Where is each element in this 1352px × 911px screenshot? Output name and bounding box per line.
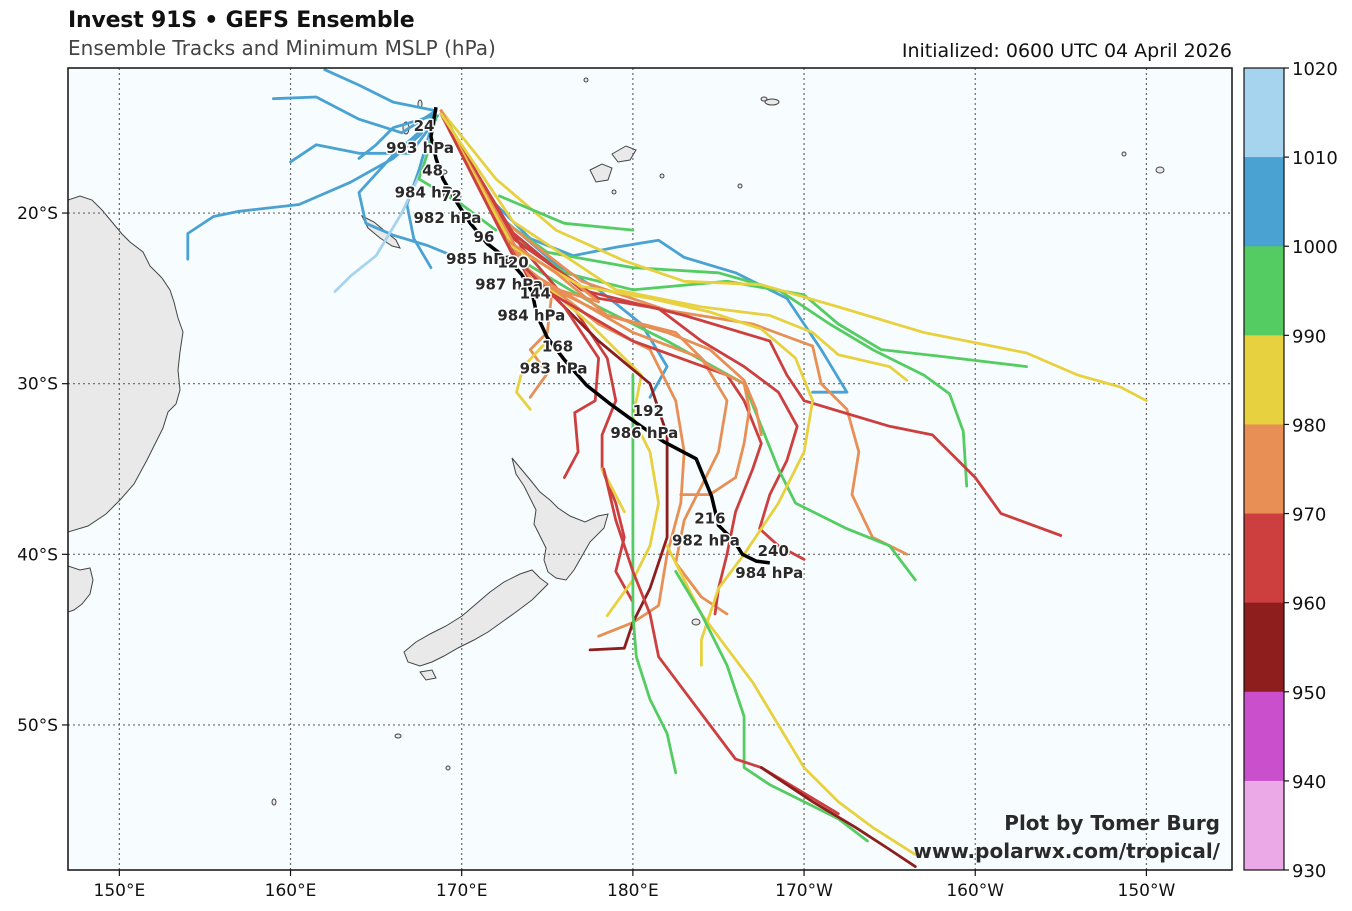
ensemble-member-track [271, 95, 438, 135]
colorbar-tick-label: 930 [1292, 861, 1326, 882]
ensemble-member-track [186, 109, 438, 261]
pressure-label: 982 hPa [413, 209, 481, 227]
ensemble-member-track [439, 109, 849, 394]
colorbar-tick-label: 970 [1292, 505, 1326, 526]
lat-tick-label: 40°S [17, 545, 58, 565]
forecast-hour-label: 192 [633, 402, 664, 420]
stewart-island-landmass [419, 669, 437, 681]
ensemble-member-track [439, 112, 909, 382]
credit-url: www.polarwx.com/tropical/ [913, 839, 1220, 863]
ensemble-member-track [439, 112, 669, 652]
forecast-hour-label: 168 [542, 337, 573, 355]
pressure-label: 987 hPa [475, 276, 543, 294]
initialized-time: Initialized: 0600 UTC 04 April 2026 [901, 40, 1232, 62]
latitude-axis: 20°S 30°S 40°S 50°S [17, 204, 68, 736]
ensemble-member-track [497, 194, 635, 232]
ensemble-member-track [357, 114, 435, 160]
ensemble-member-track [439, 112, 763, 616]
ensemble-member-track [631, 373, 678, 775]
colorbar-segment [1244, 68, 1284, 158]
ensemble-member-track [439, 112, 917, 582]
colorbar-tick-label: 1000 [1292, 237, 1338, 258]
colorbar-segment [1244, 246, 1284, 336]
ensemble-member-track [439, 109, 1148, 403]
colorbar-segment [1244, 513, 1284, 604]
ensemble-member-track [665, 544, 917, 856]
ensemble-member-track [357, 114, 459, 259]
pressure-colorbar: 1020 1010 1000 990 980 970 960 950 940 930 [1243, 59, 1338, 882]
mean-track-line [429, 106, 771, 565]
lon-tick-label: 170°E [436, 881, 488, 901]
lat-tick-label: 30°S [17, 375, 58, 395]
tasmania-landmass [68, 565, 94, 613]
colorbar-tick-label: 950 [1292, 683, 1326, 704]
map-frame [67, 67, 1233, 871]
ensemble-mean-track [429, 106, 771, 565]
colorbar-segment [1244, 335, 1284, 425]
forecast-hour-label: 120 [497, 254, 528, 272]
forecast-hour-label: 72 [441, 187, 462, 205]
colorbar-segment [1244, 602, 1284, 693]
colorbar-segment [1244, 780, 1284, 871]
ensemble-member-track [439, 112, 660, 618]
ensemble-member-track [323, 68, 438, 113]
colorbar-segment [1244, 157, 1284, 247]
lat-tick-label: 50°S [17, 716, 58, 736]
lon-tick-label: 180°E [607, 881, 659, 901]
forecast-hour-label: 240 [758, 542, 789, 560]
longitude-axis: 150°E 160°E 170°E 180°E 170°W 160°W 150°W [94, 870, 1176, 901]
pressure-label: 986 hPa [610, 424, 678, 442]
ensemble-member-track [439, 112, 814, 667]
colorbar-tick-label: 990 [1292, 326, 1326, 347]
lon-tick-label: 150°W [1118, 881, 1176, 901]
lon-tick-label: 170°W [775, 881, 833, 901]
new-caledonia-landmass [360, 214, 401, 249]
map-background [68, 68, 1232, 870]
nz-north-island-landmass [511, 457, 609, 581]
colorbar-tick-label: 980 [1292, 415, 1326, 436]
forecast-hour-label: 96 [474, 228, 495, 246]
pressure-label: 985 hPa [446, 250, 514, 268]
forecast-hour-label: 48 [422, 162, 443, 180]
credit-author: Plot by Tomer Burg [1004, 811, 1220, 835]
lon-tick-label: 150°E [94, 881, 146, 901]
ensemble-member-track [439, 112, 909, 556]
lat-tick-label: 20°S [17, 204, 58, 224]
lon-tick-label: 160°W [946, 881, 1004, 901]
ensemble-member-track [759, 766, 917, 868]
australia-landmass [68, 195, 184, 533]
pressure-label: 982 hPa [672, 532, 740, 550]
pressure-label: 984 hPa [395, 184, 463, 202]
chart-subtitle: Ensemble Tracks and Minimum MSLP (hPa) [68, 36, 496, 60]
colorbar-tick-label: 940 [1292, 772, 1326, 793]
pressure-label: 984 hPa [735, 564, 803, 582]
ensemble-member-track [515, 339, 549, 411]
forecast-hour-label: 24 [414, 117, 435, 135]
colorbar-tick-label: 960 [1292, 594, 1326, 615]
colorbar-segment [1244, 691, 1284, 782]
lon-tick-label: 160°E [265, 881, 317, 901]
ensemble-member-track [289, 117, 438, 164]
ensemble-tracks [186, 68, 1148, 868]
ensemble-member-track [674, 570, 869, 843]
colorbar-tick-label: 1010 [1292, 148, 1338, 169]
colorbar-tick-label: 1020 [1292, 59, 1338, 80]
pressure-label: 993 hPa [386, 139, 454, 157]
ensemble-member-track [439, 112, 763, 437]
forecast-hour-label: 144 [520, 284, 551, 302]
pressure-label: 984 hPa [497, 306, 565, 324]
forecast-hour-label: 216 [694, 510, 725, 528]
pressure-label: 983 hPa [520, 359, 588, 377]
ensemble-member-track [439, 112, 600, 479]
ensemble-member-track [439, 109, 969, 488]
colorbar-segment [1244, 424, 1284, 515]
nz-south-island-landmass [403, 569, 549, 667]
colorbar-frame [1243, 67, 1285, 871]
chart-title: Invest 91S • GEFS Ensemble [68, 8, 415, 33]
